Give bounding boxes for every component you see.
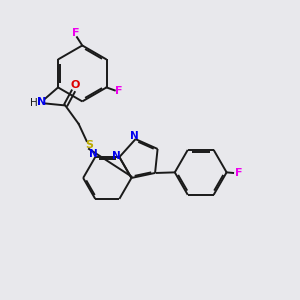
Text: F: F [115, 86, 123, 96]
Text: F: F [235, 168, 242, 178]
Text: N: N [112, 151, 121, 161]
Text: N: N [130, 131, 139, 141]
Text: N: N [37, 97, 46, 107]
Text: H: H [30, 98, 38, 108]
Text: S: S [85, 140, 93, 150]
Text: F: F [72, 28, 80, 38]
Text: O: O [70, 80, 80, 90]
Text: N: N [89, 149, 98, 159]
